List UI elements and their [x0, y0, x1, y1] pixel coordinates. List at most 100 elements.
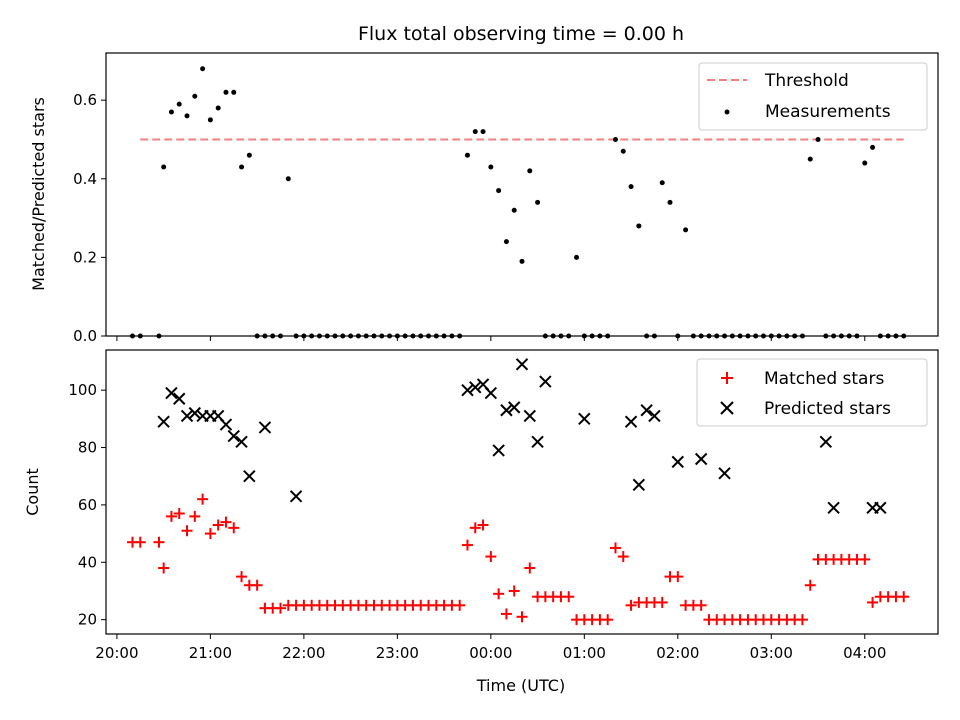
measurement-point: [566, 333, 572, 339]
bottom-plot-frame: [105, 349, 939, 635]
top-y-tick-label: 0.0: [73, 327, 97, 345]
measurement-point: [246, 152, 252, 158]
measurement-point: [862, 160, 868, 166]
measurement-point: [558, 333, 564, 339]
matched-star-point: [158, 562, 170, 574]
matched-star-point: [181, 525, 193, 537]
measurement-point: [262, 333, 268, 339]
measurement-point: [426, 333, 432, 339]
measurement-point: [464, 152, 470, 158]
measurement-point: [597, 333, 603, 339]
measurement-point: [636, 223, 642, 229]
bottom-y-axis-label: Count: [23, 468, 42, 516]
bottom-legend-box: [696, 358, 928, 427]
matched-star-point: [898, 591, 910, 603]
measurement-point: [792, 333, 798, 339]
top-x-ticks: [116, 336, 866, 341]
top-y-ticks: 0.0 0.2 0.4 0.6: [73, 91, 106, 345]
top-y-tick-label: 0.6: [73, 91, 97, 109]
measurement-point: [316, 333, 322, 339]
measurement-point: [161, 164, 167, 170]
matched-star-point: [228, 522, 240, 534]
measurement-point: [807, 156, 813, 162]
measurement-point: [496, 188, 502, 194]
measurement-point: [893, 333, 899, 339]
measurement-point: [815, 136, 821, 142]
bottom-panel: 20 40 60 80 100 20:00 21:00 22:00 23:00 00:00 01:…: [23, 349, 939, 695]
measurement-point: [184, 113, 190, 119]
matched-star-point: [804, 579, 816, 591]
measurement-point: [550, 333, 556, 339]
measurement-point: [605, 333, 611, 339]
predicted-star-point: [165, 386, 178, 400]
matched-star-point: [197, 493, 209, 505]
predicted-star-point: [819, 435, 833, 449]
predicted-star-point: [258, 421, 272, 434]
bottom-y-tick-label: 20: [78, 611, 97, 629]
measurement-point: [394, 333, 400, 339]
measurement-point: [714, 333, 720, 339]
measurement-point: [675, 333, 681, 339]
measurement-point: [659, 180, 665, 186]
measurement-point: [535, 199, 541, 205]
measurement-point: [223, 89, 229, 95]
matched-star-point: [153, 536, 165, 548]
legend-measurements-swatch: [724, 109, 730, 115]
predicted-star-point: [640, 404, 653, 417]
top-plot-frame: [105, 52, 939, 337]
measurement-point: [846, 333, 852, 339]
measurement-point: [285, 176, 291, 182]
measurement-point: [574, 254, 580, 260]
measurement-point: [683, 227, 689, 233]
measurement-point: [433, 333, 439, 339]
measurement-point: [628, 184, 634, 190]
predicted-star-point: [227, 429, 240, 443]
measurement-point: [192, 93, 198, 99]
measurement-point: [651, 333, 657, 339]
matched-star-point: [134, 536, 146, 548]
predicted-star-point: [188, 406, 202, 420]
top-legend-box: [698, 62, 928, 131]
bottom-x-tick-label: 02:00: [656, 644, 699, 662]
legend-predicted-swatch: [720, 401, 734, 415]
predicted-star-point: [523, 409, 536, 423]
matched-star-point: [275, 602, 287, 614]
measurement-point: [901, 333, 907, 339]
bottom-x-tick-label: 21:00: [189, 644, 232, 662]
matched-star-point: [204, 528, 216, 540]
measurement-point: [129, 333, 135, 339]
measurement-point: [768, 333, 774, 339]
measurement-point: [301, 333, 307, 339]
predicted-star-point: [469, 381, 482, 394]
measurement-point: [511, 207, 517, 213]
predicted-star-point: [624, 415, 638, 428]
measurement-point: [363, 333, 369, 339]
measurement-point: [472, 129, 478, 135]
predicted-star-point: [531, 435, 544, 449]
top-y-tick-label: 0.4: [73, 170, 97, 188]
measurement-point: [823, 333, 829, 339]
matched-star-point: [493, 588, 505, 600]
measurement-point: [581, 333, 587, 339]
bottom-y-tick-label: 40: [78, 553, 97, 571]
matched-star-point: [500, 608, 512, 620]
matched-star-point: [859, 553, 871, 565]
measurement-point: [239, 164, 245, 170]
legend-matched-label: Matched stars: [764, 369, 884, 389]
measurement-point: [644, 333, 650, 339]
measurement-point: [542, 333, 548, 339]
matched-star-point: [469, 522, 481, 534]
measurement-point: [480, 129, 486, 135]
matched-star-point: [251, 579, 263, 591]
matched-star-point: [212, 519, 224, 531]
top-y-tick-label: 0.2: [73, 248, 97, 266]
predicted-star-point: [671, 455, 685, 469]
measurement-point: [488, 164, 494, 170]
bottom-x-tick-label: 04:00: [843, 644, 886, 662]
measurement-point: [270, 333, 276, 339]
measurement-point: [706, 333, 712, 339]
measurement-point: [254, 333, 260, 339]
measurement-point: [332, 333, 338, 339]
top-y-axis-label: Matched/Predicted stars: [29, 97, 48, 291]
